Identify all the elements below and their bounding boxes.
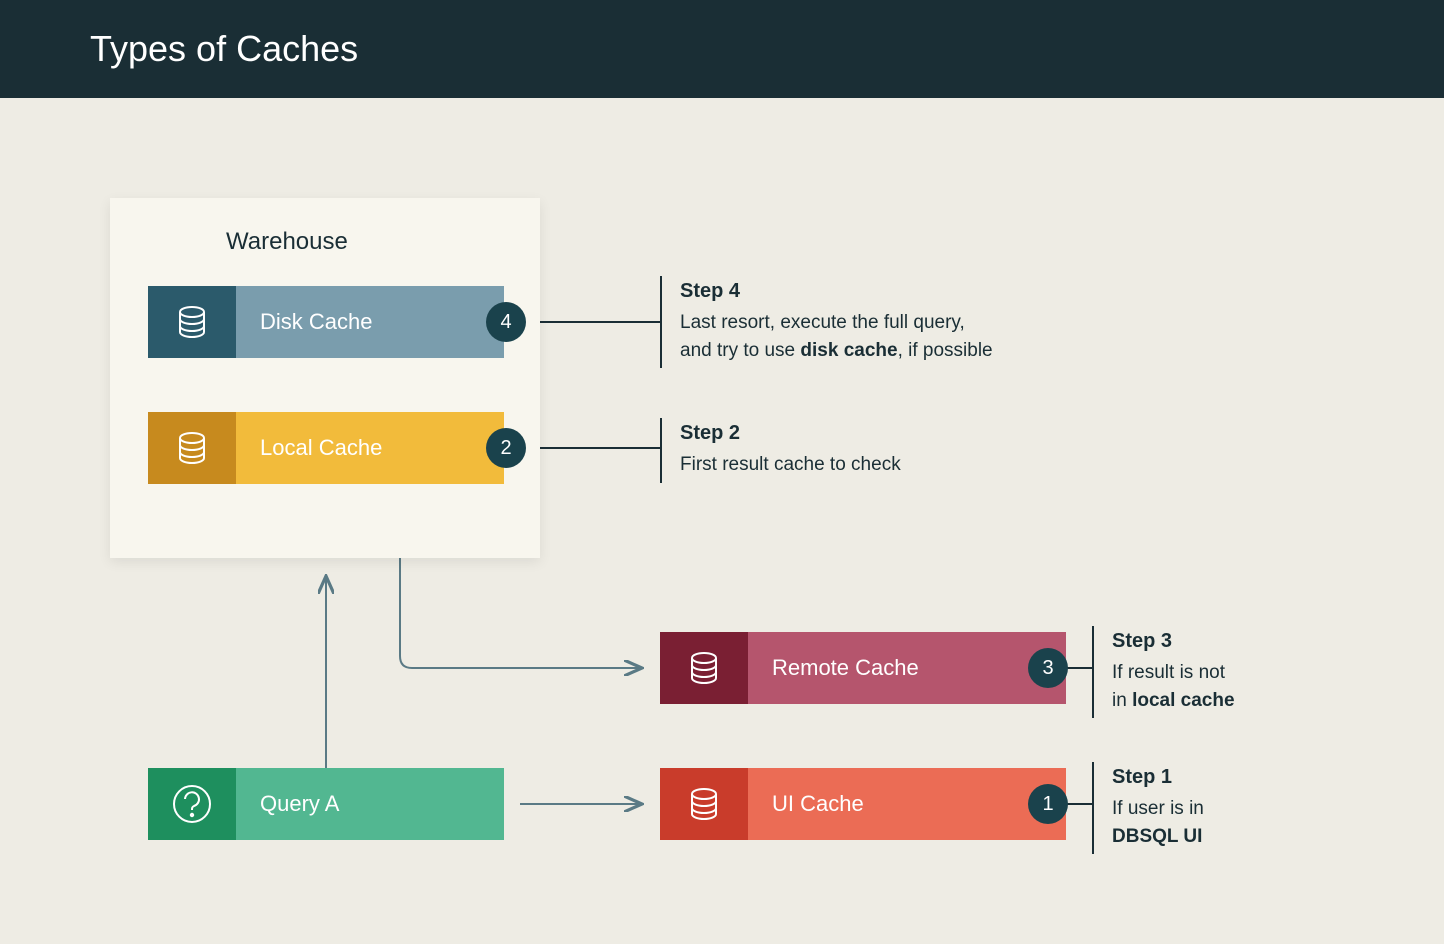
step2-title: Step 2 [680,422,901,445]
ui-bar: UI Cache [660,768,1066,840]
step3-title: Step 3 [1112,630,1235,653]
remote-icon-box [660,632,748,704]
local-icon-box [148,412,236,484]
step4-text: Last resort, execute the full query,and … [680,309,993,364]
query-bar: Query A [148,768,504,840]
step2: Step 2 First result cache to check [660,418,901,483]
ui-icon-box [660,768,748,840]
page-title: Types of Caches [90,28,358,69]
step4-title: Step 4 [680,280,993,303]
disk-icon-box [148,286,236,358]
local-bar: Local Cache [148,412,504,484]
step3: Step 3 If result is notin local cache [1092,626,1235,718]
remote-label: Remote Cache [748,632,1066,704]
ui-label: UI Cache [748,768,1066,840]
disk-label: Disk Cache [236,286,504,358]
local-badge: 2 [486,428,526,468]
database-icon [684,648,724,688]
step1-title: Step 1 [1112,766,1204,789]
ui-badge: 1 [1028,784,1068,824]
warehouse-label: Warehouse [226,228,348,256]
step4: Step 4 Last resort, execute the full quer… [660,276,993,368]
step1-text: If user is inDBSQL UI [1112,795,1204,850]
diagram-canvas: Warehouse Disk Cache4 Local Cache2 Query… [0,98,1444,932]
database-icon [684,784,724,824]
database-icon [172,428,212,468]
query-label: Query A [236,768,504,840]
local-label: Local Cache [236,412,504,484]
disk-bar: Disk Cache [148,286,504,358]
query-icon-box [148,768,236,840]
page-header: Types of Caches [0,0,1444,98]
step3-text: If result is notin local cache [1112,659,1235,714]
step1: Step 1 If user is inDBSQL UI [1092,762,1204,854]
disk-badge: 4 [486,302,526,342]
step2-text: First result cache to check [680,451,901,479]
database-icon [172,302,212,342]
remote-badge: 3 [1028,648,1068,688]
question-icon [170,782,214,826]
remote-bar: Remote Cache [660,632,1066,704]
